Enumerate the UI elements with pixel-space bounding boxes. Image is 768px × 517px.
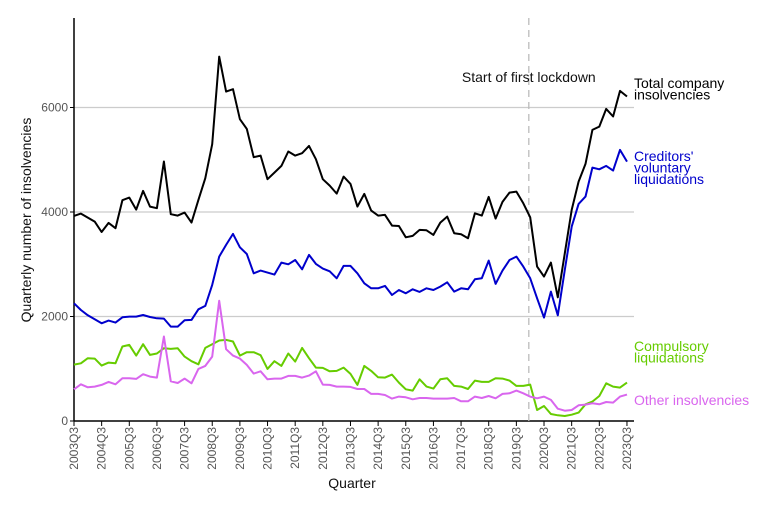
series-label: voluntary <box>634 160 691 176</box>
series-label: Creditors' <box>634 148 693 164</box>
x-tick-label: 2011Q3 <box>288 427 302 469</box>
x-tick-label: 2006Q3 <box>150 427 164 470</box>
series-line-1 <box>73 148 628 328</box>
x-tick-label: 2009Q3 <box>233 427 247 470</box>
x-tick-label: 2008Q3 <box>205 427 219 470</box>
series-label: Other insolvencies <box>634 392 749 408</box>
x-tick-label: 2019Q3 <box>509 427 523 470</box>
x-tick-label: 2015Q3 <box>399 427 413 470</box>
x-tick-label: 2003Q3 <box>67 427 81 470</box>
x-axis-ticks: 2003Q3 2004Q3 2005Q3 2006Q3 2007Q3 2008Q3 2009… <box>67 421 634 470</box>
series-label: insolvencies <box>634 87 710 103</box>
x-tick-label: 2005Q3 <box>122 427 136 470</box>
x-tick-label: 2018Q3 <box>482 427 496 470</box>
x-tick-label: 2016Q3 <box>426 427 440 470</box>
x-tick-label: 2023Q3 <box>620 427 634 470</box>
x-tick-label: 2017Q3 <box>454 427 468 470</box>
y-tick-label: 6000 <box>41 101 68 115</box>
series-line-3 <box>73 299 628 412</box>
y-axis-ticks: 0 2000 4000 6000 <box>41 101 74 428</box>
x-tick-label: 2007Q3 <box>178 427 192 470</box>
series-line-0 <box>73 55 628 299</box>
x-tick-label: 2012Q3 <box>316 427 330 470</box>
x-tick-label: 2020Q3 <box>537 427 551 470</box>
gridlines <box>74 106 634 318</box>
series-label: Compulsory <box>634 338 709 354</box>
y-tick-label: 4000 <box>41 205 68 219</box>
series-label: Total company <box>634 75 724 91</box>
y-tick-label: 0 <box>61 414 68 428</box>
series-lines <box>73 55 628 417</box>
lockdown-annotation: Start of first lockdown <box>462 69 596 85</box>
x-tick-label: 2022Q3 <box>592 427 606 470</box>
y-axis-title: Quarterly number of insolvencies <box>18 118 34 323</box>
x-tick-label: 2013Q3 <box>343 427 357 470</box>
series-label: liquidations <box>634 171 704 187</box>
x-axis-title: Quarter <box>328 475 376 491</box>
y-tick-label: 2000 <box>41 310 68 324</box>
x-tick-label: 2004Q3 <box>95 427 109 470</box>
series-label: liquidations <box>634 350 704 366</box>
x-tick-label: 2014Q3 <box>371 427 385 470</box>
x-tick-label: 2010Q3 <box>261 427 275 470</box>
x-tick-label: 2021Q3 <box>565 427 579 470</box>
